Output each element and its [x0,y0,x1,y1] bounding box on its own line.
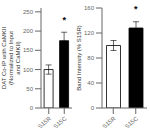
svg-text:S15C: S15C [52,115,68,128]
svg-text:200: 200 [23,28,34,34]
svg-text:150: 150 [23,47,34,53]
svg-text:40: 40 [87,80,94,86]
svg-text:120: 120 [84,30,95,36]
svg-text:250: 250 [23,9,34,15]
svg-text:S15C: S15C [124,115,140,128]
svg-text:DAT Co-IP with CaMKII(Normaliz: DAT Co-IP with CaMKII(Normalized to Inpu… [8,26,21,89]
svg-text:50: 50 [26,86,33,92]
svg-text:100: 100 [23,67,34,73]
svg-text:S15R: S15R [37,115,53,128]
svg-text:*: * [134,4,138,14]
svg-text:80: 80 [87,55,94,61]
svg-text:0: 0 [91,105,95,111]
svg-text:0: 0 [30,105,34,111]
svg-text:160: 160 [84,5,95,11]
svg-text:*: * [62,15,66,25]
svg-text:Band Intensity (% S15R): Band Intensity (% S15R) [76,25,82,91]
svg-text:S15R: S15R [101,115,117,128]
